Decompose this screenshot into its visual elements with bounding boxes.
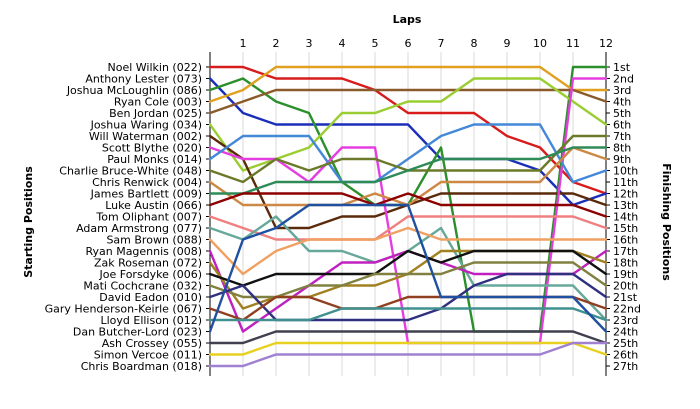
starting-label-17: Ryan Magennis (008): [85, 245, 202, 258]
lap-label-9: 9: [504, 37, 511, 50]
finishing-label-26: 26th: [613, 349, 638, 362]
series-line-25: [208, 330, 608, 345]
starting-label-14: Tom Oliphant (007): [95, 211, 202, 224]
starting-position-labels: Noel Wilkin (022)Anthony Lester (073)Jos…: [45, 61, 202, 373]
series-line-23: [208, 307, 608, 322]
grid-layer: [206, 52, 610, 376]
series-layer: [208, 65, 608, 368]
finishing-label-19: 19th: [613, 268, 638, 281]
finishing-label-13: 13th: [613, 199, 638, 212]
series-line-13: [208, 192, 608, 218]
finishing-label-5: 5th: [613, 107, 631, 120]
starting-label-24: Dan Butcher-Lord (023): [73, 326, 202, 339]
starting-label-6: Joshua Waring (034): [90, 119, 202, 132]
finishing-label-2: 2nd: [613, 73, 634, 86]
lap-label-11: 11: [566, 37, 580, 50]
finishing-label-12: 12th: [613, 188, 638, 201]
finishing-label-3: 3rd: [613, 84, 631, 97]
starting-label-27: Chris Boardman (018): [81, 360, 202, 373]
finishing-label-8: 8th: [613, 142, 631, 155]
series-line-14: [208, 215, 608, 241]
starting-label-4: Ryan Cole (003): [114, 96, 202, 109]
starting-label-19: Joe Forsdyke (006): [99, 268, 202, 281]
starting-label-18: Zak Roseman (072): [94, 257, 202, 270]
starting-label-26: Simon Vercoe (011): [94, 349, 202, 362]
lap-labels: 1 2 3 4 5 6 7 8 9 10 11 12: [240, 37, 614, 50]
finishing-label-10: 10th: [613, 165, 638, 178]
starting-label-20: Mati Cochcrane (032): [83, 280, 202, 293]
finishing-label-11: 11th: [613, 176, 638, 189]
finishing-label-15: 15th: [613, 222, 638, 235]
finishing-label-24: 24th: [613, 326, 638, 339]
series-line-9: [208, 123, 608, 184]
series-line-16: [208, 226, 608, 276]
starting-label-23: Lloyd Ellison (012): [100, 314, 202, 327]
series-line-26: [208, 341, 608, 356]
starting-label-21: David Eadon (010): [99, 291, 202, 304]
starting-label-7: Will Waterman (002): [89, 130, 202, 143]
starting-label-8: Scott Blythe (020): [102, 142, 202, 155]
finishing-label-6: 6th: [613, 119, 631, 132]
finishing-label-9: 9th: [613, 153, 631, 166]
finishing-label-4: 4th: [613, 96, 631, 109]
finishing-label-23: 23rd: [613, 314, 638, 327]
finishing-label-18: 18th: [613, 257, 638, 270]
starting-label-3: Joshua McLoughlin (086): [66, 84, 202, 97]
starting-label-5: Ben Jordan (025): [109, 107, 202, 120]
finishing-label-16: 16th: [613, 234, 638, 247]
series-line-24: [208, 203, 608, 333]
finishing-label-22: 22nd: [613, 303, 641, 316]
lap-label-8: 8: [471, 37, 478, 50]
lap-label-6: 6: [405, 37, 412, 50]
starting-label-9: Paul Monks (014): [107, 153, 202, 166]
right-axis-title: Finishing Positions: [660, 163, 673, 281]
series-line-1: [208, 65, 608, 195]
lap-label-1: 1: [240, 37, 247, 50]
series-line-19: [208, 249, 608, 287]
starting-label-2: Anthony Lester (073): [85, 73, 202, 86]
finishing-label-17: 17th: [613, 245, 638, 258]
lap-label-4: 4: [339, 37, 346, 50]
finishing-position-labels: 1st2nd3rd4th5th6th7th8th9th10th11th12th1…: [613, 61, 641, 373]
series-line-5: [208, 88, 608, 115]
starting-label-12: James Bartlett (009): [90, 188, 202, 201]
x-axis-title: Laps: [393, 13, 422, 26]
lap-label-3: 3: [306, 37, 313, 50]
starting-label-15: Adam Armstrong (077): [76, 222, 202, 235]
lap-label-10: 10: [533, 37, 547, 50]
lap-label-2: 2: [273, 37, 280, 50]
starting-label-13: Luke Austin (066): [105, 199, 202, 212]
starting-label-1: Noel Wilkin (022): [108, 61, 203, 74]
series-line-27: [208, 341, 608, 368]
series-line-12: [208, 146, 608, 195]
lap-label-5: 5: [372, 37, 379, 50]
finishing-label-7: 7th: [613, 130, 631, 143]
finishing-label-25: 25th: [613, 337, 638, 350]
series-line-4: [208, 65, 608, 103]
starting-label-10: Charlie Bruce-White (048): [59, 165, 202, 178]
left-axis-title: Starting Positions: [22, 166, 35, 278]
starting-label-25: Ash Crossey (055): [102, 337, 202, 350]
finishing-label-1: 1st: [613, 61, 631, 74]
lap-label-12: 12: [599, 37, 613, 50]
starting-label-11: Chris Renwick (004): [92, 176, 202, 189]
starting-label-22: Gary Henderson-Keirle (067): [45, 303, 202, 316]
starting-label-16: Sam Brown (088): [106, 234, 202, 247]
finishing-label-14: 14th: [613, 211, 638, 224]
finishing-label-20: 20th: [613, 280, 638, 293]
finishing-label-27: 27th: [613, 360, 638, 373]
lap-label-7: 7: [438, 37, 445, 50]
finishing-label-21: 21st: [613, 291, 638, 304]
